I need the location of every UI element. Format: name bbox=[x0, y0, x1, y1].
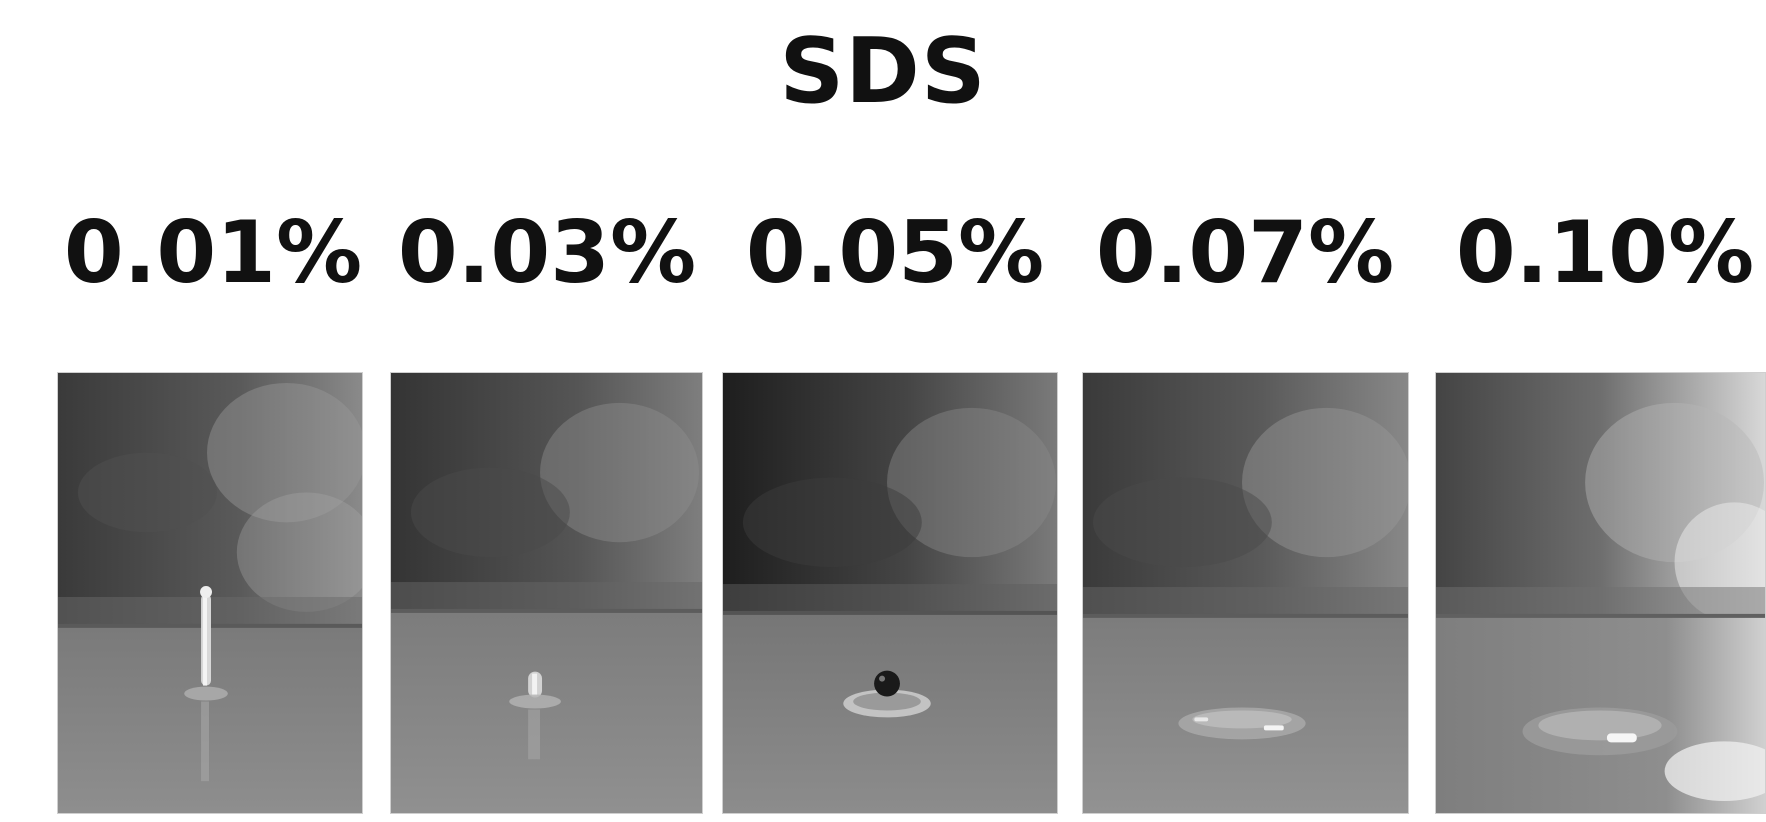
droplet-photo-5-image bbox=[1436, 373, 1765, 813]
concentration-label-5: 0.10% bbox=[1455, 203, 1755, 303]
droplet-photo-3 bbox=[722, 372, 1058, 814]
droplet-photo-1-image bbox=[58, 373, 362, 813]
figure-title: SDS bbox=[779, 19, 987, 124]
droplet-photo-2-image bbox=[391, 373, 702, 813]
concentration-label-3: 0.05% bbox=[745, 203, 1045, 303]
concentration-label-2: 0.03% bbox=[397, 203, 697, 303]
droplet-photo-3-image bbox=[723, 373, 1057, 813]
droplet-photo-5 bbox=[1435, 372, 1766, 814]
droplet-photo-4 bbox=[1082, 372, 1409, 814]
droplet-photo-1 bbox=[57, 372, 363, 814]
concentration-label-4: 0.07% bbox=[1095, 203, 1395, 303]
droplet-photo-2 bbox=[390, 372, 703, 814]
concentration-label-1: 0.01% bbox=[63, 203, 363, 303]
droplet-photo-4-image bbox=[1083, 373, 1408, 813]
